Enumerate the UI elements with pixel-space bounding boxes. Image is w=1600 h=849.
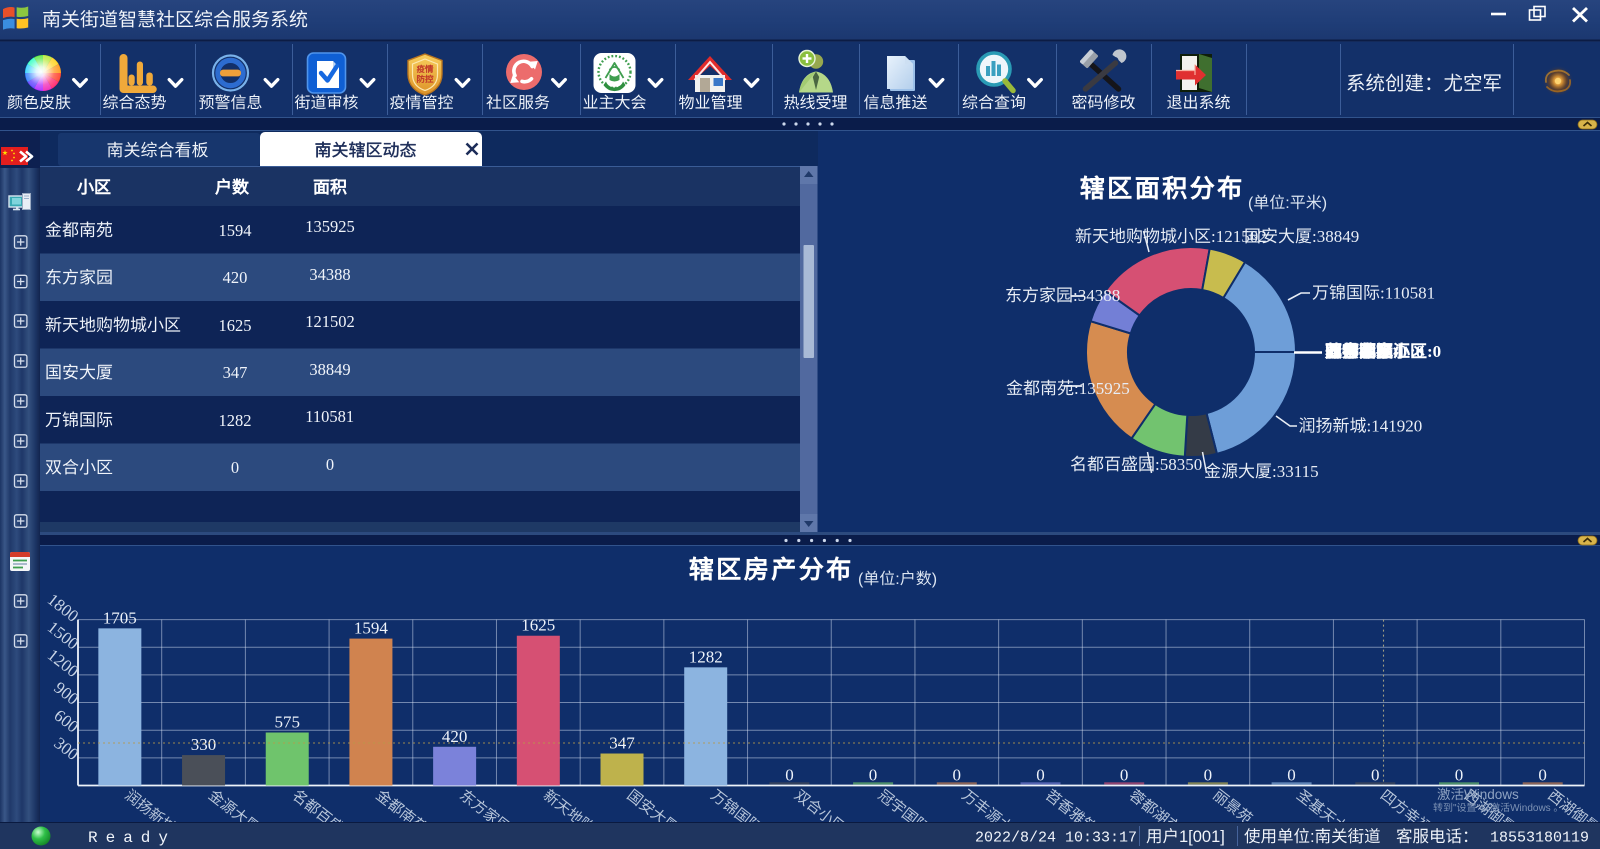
svg-text:0: 0	[326, 455, 334, 474]
svg-text::: :	[895, 571, 899, 588]
svg-text:347: 347	[609, 734, 635, 753]
svg-text:1594: 1594	[219, 221, 252, 240]
svg-text::33115: :33115	[1272, 462, 1319, 481]
svg-text:Windows: Windows	[1510, 803, 1551, 814]
svg-text:2022/8/24 10:33:17: 2022/8/24 10:33:17	[975, 830, 1137, 847]
svg-text:(: (	[1248, 195, 1254, 212]
svg-text:": "	[1453, 803, 1457, 814]
svg-text:1282: 1282	[689, 647, 723, 666]
svg-text:0: 0	[1036, 766, 1045, 785]
svg-text:0: 0	[231, 458, 239, 477]
svg-text:0: 0	[1204, 766, 1213, 785]
svg-text:420: 420	[442, 727, 468, 746]
svg-text::: :	[1310, 828, 1315, 846]
svg-text::135925: :135925	[1074, 379, 1130, 398]
svg-text:Ready: Ready	[88, 829, 176, 847]
svg-text:420: 420	[223, 268, 248, 287]
svg-text:34388: 34388	[309, 265, 350, 284]
svg-text:0: 0	[1287, 766, 1296, 785]
svg-text:1625: 1625	[219, 316, 252, 335]
svg-text::34388: :34388	[1073, 286, 1120, 305]
svg-text:0: 0	[1371, 766, 1380, 785]
svg-text:0: 0	[1120, 766, 1129, 785]
svg-text:0: 0	[869, 766, 878, 785]
svg-text:1625: 1625	[521, 616, 555, 635]
svg-text:1594: 1594	[354, 619, 389, 638]
svg-text:38849: 38849	[309, 360, 350, 379]
svg-text:): )	[1322, 195, 1327, 212]
svg-text:Windows: Windows	[1464, 787, 1519, 802]
svg-text:): )	[932, 571, 937, 588]
svg-text:0: 0	[1455, 766, 1464, 785]
svg-text::58350: :58350	[1155, 455, 1202, 474]
svg-text:18553180119: 18553180119	[1490, 830, 1589, 847]
svg-text:110581: 110581	[305, 407, 354, 426]
svg-text:1[001]: 1[001]	[1179, 828, 1225, 846]
svg-text:135925: 135925	[305, 217, 355, 236]
svg-text:0: 0	[1538, 766, 1547, 785]
svg-text:(: (	[858, 571, 864, 588]
svg-text:1705: 1705	[103, 608, 137, 627]
svg-text::110581: :110581	[1380, 284, 1435, 303]
svg-text:": "	[1477, 803, 1481, 814]
svg-text:121502: 121502	[305, 312, 355, 331]
svg-text:1282: 1282	[219, 411, 252, 430]
svg-text:575: 575	[275, 713, 301, 732]
svg-text:330: 330	[191, 735, 217, 754]
svg-text:0: 0	[785, 766, 794, 785]
svg-text:0: 0	[953, 766, 962, 785]
svg-text::38849: :38849	[1312, 227, 1359, 246]
svg-text::0: :0	[1427, 342, 1441, 361]
svg-text:347: 347	[223, 363, 248, 382]
svg-text::: :	[1285, 195, 1289, 212]
svg-text::141920: :141920	[1367, 417, 1423, 436]
